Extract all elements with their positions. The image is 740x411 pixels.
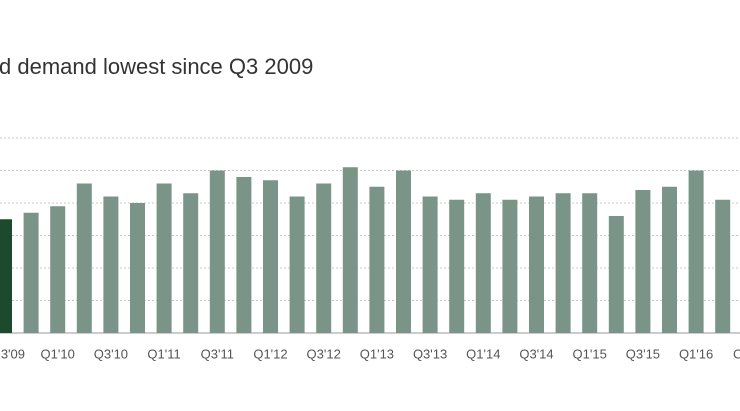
bar	[50, 206, 66, 333]
bar	[449, 199, 465, 333]
x-tick-label: C	[733, 346, 740, 361]
bar	[582, 193, 598, 333]
x-tick-label: Q1'10	[41, 346, 75, 361]
x-tick-label: Q1'12	[253, 346, 287, 361]
x-tick-label: Q3'14	[519, 346, 553, 361]
bar	[608, 216, 624, 333]
bar	[555, 193, 571, 333]
x-tick-label: Q1'16	[679, 346, 713, 361]
x-tick-label: Q3'10	[94, 346, 128, 361]
bar	[76, 183, 92, 333]
x-tick-label: Q3'15	[626, 346, 660, 361]
bar	[529, 196, 544, 333]
bar	[502, 199, 518, 333]
bar	[23, 212, 39, 333]
bar	[369, 186, 385, 333]
x-tick-label: Q3'11	[201, 346, 234, 361]
x-tick-label: Q3'12	[307, 346, 341, 361]
bar	[289, 196, 305, 333]
x-tick-label: Q1'13	[360, 346, 394, 361]
x-tick-label: Q1'15	[573, 346, 607, 361]
bar	[103, 196, 119, 333]
bar	[342, 167, 358, 333]
x-tick-label: Q3'13	[413, 346, 447, 361]
x-tick-label: 3'09	[1, 346, 25, 361]
bar	[263, 180, 278, 333]
bar	[662, 186, 677, 333]
bar	[130, 203, 145, 333]
bar	[156, 183, 172, 333]
bar	[688, 170, 704, 333]
bar	[635, 190, 651, 333]
x-tick-label: Q1'14	[466, 346, 500, 361]
x-tick-label: Q1'11	[147, 346, 180, 361]
bar	[422, 196, 438, 333]
bar	[236, 177, 252, 333]
bar	[209, 170, 225, 333]
bar	[0, 219, 12, 333]
bar	[316, 183, 332, 333]
bar	[183, 193, 199, 333]
chart-title: d demand lowest since Q3 2009	[0, 54, 313, 79]
bar	[396, 170, 411, 333]
bar	[715, 199, 731, 333]
bar	[475, 193, 491, 333]
